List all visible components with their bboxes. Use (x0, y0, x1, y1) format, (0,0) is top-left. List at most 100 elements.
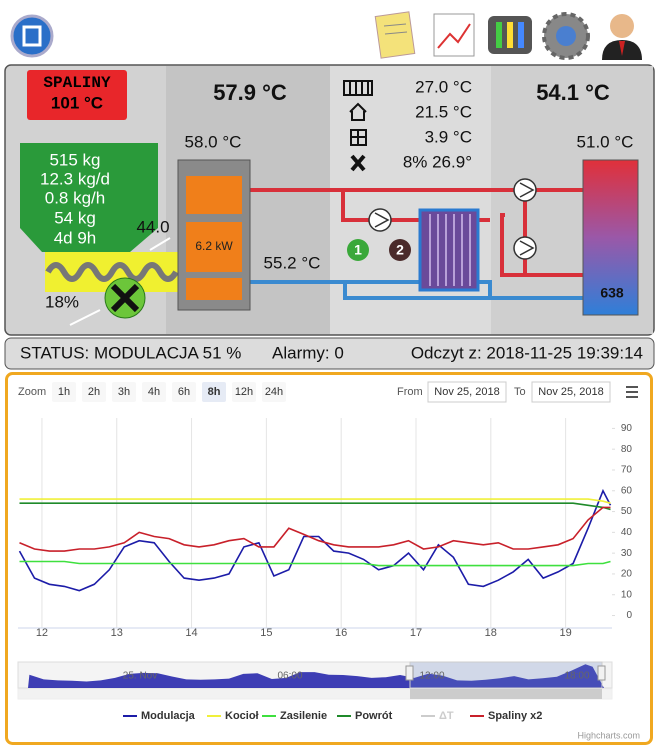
zoom-button[interactable] (202, 382, 226, 402)
y-tick-label: 60 (621, 485, 633, 496)
boiler-chamber (186, 222, 242, 272)
circuit-2-label: 2 (396, 242, 404, 258)
exhaust-box (27, 70, 127, 120)
zoom-button[interactable] (262, 382, 286, 402)
fuel-daily: 12.3 kg/d (40, 169, 110, 188)
zoom-button-label[interactable]: 3h (118, 386, 130, 398)
zoom-button-label[interactable]: 8h (208, 386, 221, 398)
legend-label[interactable]: ΔT (439, 710, 454, 722)
to-input[interactable] (531, 381, 611, 403)
x-tick-label: 13 (111, 627, 123, 639)
settings-icon[interactable] (542, 12, 590, 60)
zoom-label: Zoom (18, 386, 46, 398)
navigator-label: 06:00 (277, 671, 302, 682)
room-temp: 27.0 °C (415, 77, 472, 96)
chart-icon[interactable] (433, 13, 475, 57)
x-tick-label: 17 (410, 627, 422, 639)
x-tick-label: 18 (485, 627, 497, 639)
auger (45, 262, 179, 282)
x-tick-label: 19 (559, 627, 571, 639)
legend-label[interactable]: Zasilenie (280, 710, 327, 722)
room-temp: 21.5 °C (415, 102, 472, 121)
boiler-top-temp: 58.0 °C (185, 132, 242, 151)
series-line (19, 502, 611, 511)
legend-label[interactable]: Powrót (355, 710, 393, 722)
boiler-power: 6.2 kW (195, 239, 233, 253)
y-tick-label: 20 (621, 569, 633, 580)
report-icon[interactable] (374, 11, 416, 59)
legend-label[interactable]: Modulacja (141, 710, 196, 722)
from-date[interactable]: Nov 25, 2018 (434, 386, 499, 398)
fan-value: 18% (45, 292, 79, 311)
x-tick-label: 12 (36, 627, 48, 639)
exhaust-temp: 101 °C (51, 93, 103, 112)
return-temp: 55.2 °C (264, 253, 321, 272)
credits: Highcharts.com (577, 730, 640, 740)
navigator-handle[interactable] (405, 665, 414, 681)
y-tick-label: 50 (621, 506, 633, 517)
status-mode: STATUS: MODULACJA 51 % (20, 343, 241, 362)
scrollbar-thumb[interactable] (410, 689, 602, 699)
y-tick-label: 30 (621, 548, 633, 559)
legend-label[interactable]: Spaliny x2 (488, 710, 542, 722)
feeder-value: 44.0 (136, 217, 169, 236)
zoom-button[interactable] (82, 382, 106, 402)
navigator-label: 18:00 (564, 671, 589, 682)
y-tick-label: 90 (621, 423, 633, 434)
zoom-button-label[interactable]: 24h (265, 386, 283, 398)
exchanger-stripes (429, 214, 471, 286)
y-tick-label: 40 (621, 527, 633, 538)
status-read-time: Odczyt z: 2018-11-25 19:39:14 (411, 343, 643, 362)
x-tick-label: 15 (260, 627, 272, 639)
zoom-button-label[interactable]: 12h (235, 386, 253, 398)
y-tick-label: 80 (621, 444, 633, 455)
zoom-button[interactable] (232, 382, 256, 402)
supply-pipes (250, 188, 585, 277)
from-label: From (397, 386, 423, 398)
back-button[interactable] (10, 14, 54, 58)
hopper (20, 143, 158, 252)
series-line (18, 488, 612, 592)
user-icon[interactable] (602, 14, 642, 60)
y-tick-label: 0 (626, 610, 632, 621)
fan-blades (110, 283, 140, 313)
zoom-button-label[interactable]: 1h (58, 386, 70, 398)
zoom-button[interactable] (172, 382, 196, 402)
zoom-button-label[interactable]: 6h (178, 386, 190, 398)
circuit-1-label: 1 (354, 242, 362, 258)
navigator-area (28, 664, 604, 688)
x-tick-label: 16 (335, 627, 347, 639)
legend-label[interactable]: Kocioł (225, 710, 259, 722)
zoom-button[interactable] (52, 382, 76, 402)
exhaust-label: SPALINY (43, 74, 111, 92)
series-line (19, 560, 611, 567)
x-tick-label: 14 (185, 627, 197, 639)
room-icons (343, 80, 373, 172)
zoom-button-label[interactable]: 4h (148, 386, 160, 398)
series-line (19, 506, 611, 552)
fuel-stock: 515 kg (49, 150, 100, 169)
zoom-button-label[interactable]: 2h (88, 386, 100, 398)
y-tick-label: 70 (621, 465, 633, 476)
leader-lines (69, 237, 171, 326)
pumps (368, 178, 537, 260)
from-input[interactable] (427, 381, 507, 403)
mixer-icon[interactable] (488, 16, 532, 54)
chart-menu[interactable] (626, 386, 638, 398)
to-label: To (514, 386, 526, 398)
navigator-label: 25. Nov (123, 671, 157, 682)
status-alarms: Alarmy: 0 (272, 343, 344, 362)
zoom-button[interactable] (142, 382, 166, 402)
boiler-chamber (186, 278, 242, 300)
boiler-chamber (186, 176, 242, 214)
zoom-button[interactable] (112, 382, 136, 402)
fuel-hourly: 0.8 kg/h (45, 188, 106, 207)
fuel-time: 4d 9h (54, 228, 97, 247)
tank-value: 638 (600, 285, 624, 301)
fuel-level: 54 kg (54, 208, 96, 227)
navigator-handle[interactable] (597, 665, 606, 681)
status-bar (4, 337, 655, 370)
to-date[interactable]: Nov 25, 2018 (538, 386, 603, 398)
